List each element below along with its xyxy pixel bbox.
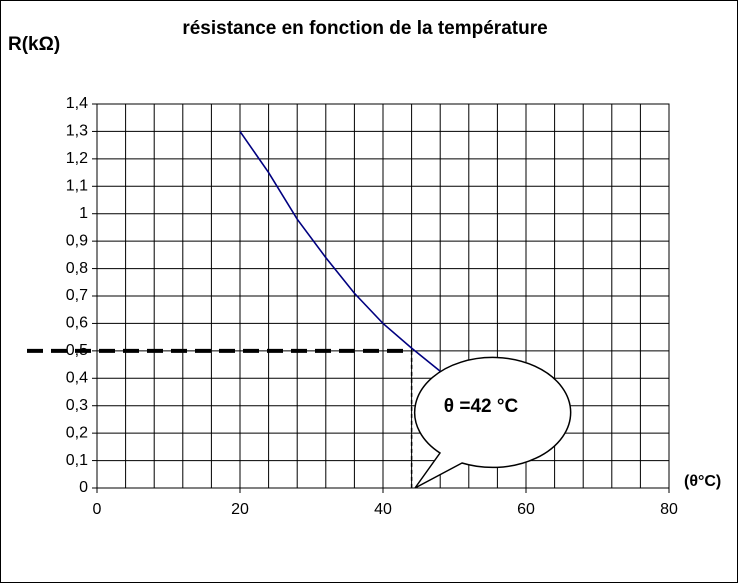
y-tick-label: 0,4 [66,370,88,387]
y-tick-label: 0,3 [66,397,88,414]
overlay: θ =42 °C [413,356,572,489]
y-tick-label: 0,6 [66,315,88,332]
y-tick-label: 1,4 [66,95,88,112]
plot-border [96,103,670,489]
x-tick-label: 20 [231,501,249,518]
y-tick-label: 0 [79,479,88,496]
y-tick-label: 0,9 [66,232,88,249]
line [239,130,445,375]
chart-title: résistance en fonction de la température [182,18,547,39]
x-tick-label: 0 [93,501,102,518]
x-tick-label: 60 [517,501,535,518]
x-tick-label: 80 [660,501,678,518]
y-tick-label: 1,1 [66,178,88,195]
y-tick-label: 0,2 [66,424,88,441]
y-tick-label: 1 [79,205,88,222]
y-axis-label: R(kΩ) [8,34,60,55]
callout [413,356,572,489]
x-tick-label: 40 [374,501,392,518]
x-axis-label: (θ°C) [684,473,721,490]
y-tick-label: 1,3 [66,123,88,140]
y-tick-label: 0,7 [66,287,88,304]
y-tick-label: 0,8 [66,260,88,277]
callout-text: θ =42 °C [444,396,519,417]
y-tick-label: 0,1 [66,452,88,469]
y-tick-label: 1,2 [66,150,88,167]
